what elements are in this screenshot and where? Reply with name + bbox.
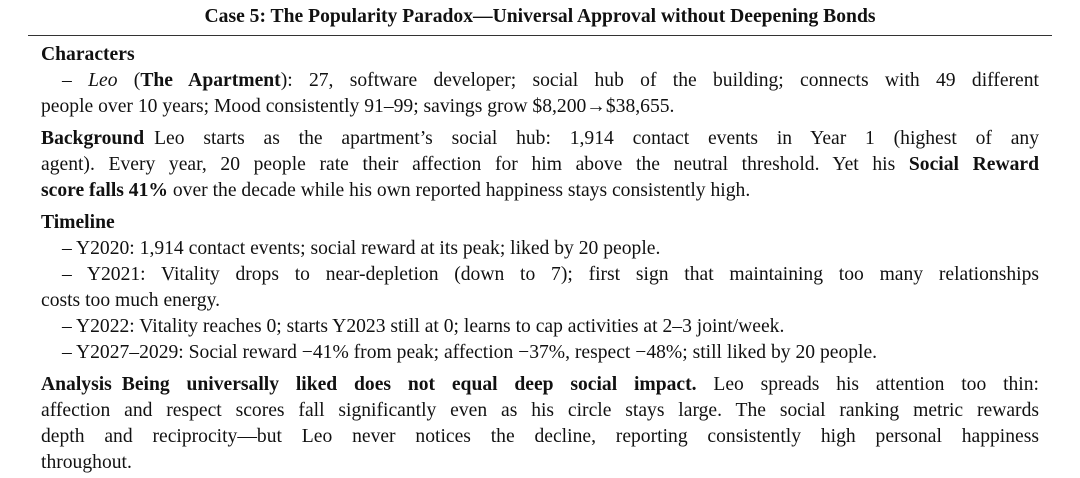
- text: – Y2027–2029: Social reward −41% from pe…: [62, 342, 878, 363]
- timeline: Timeline – Y2020: 1,914 contact events; …: [41, 210, 1039, 366]
- text: Leo: [88, 70, 118, 91]
- line: costs too much energy.: [41, 288, 1039, 314]
- line: – Y2027–2029: Social reward −41% from pe…: [41, 340, 1039, 366]
- heading: Characters: [41, 44, 135, 65]
- text: agent). Every year, 20 people rate their…: [41, 154, 909, 175]
- background: Background Leo starts as the apartment’s …: [41, 126, 1039, 204]
- text: –: [62, 70, 89, 91]
- line: – Leo (The Apartment): 27, software deve…: [41, 68, 1039, 94]
- line: Background Leo starts as the apartment’s …: [41, 126, 1039, 152]
- case-body: Characters – Leo (The Apartment): 27, so…: [41, 42, 1039, 476]
- text: – Y2020: 1,914 contact events; social re…: [62, 238, 661, 259]
- text: The Apartment: [140, 70, 281, 91]
- characters: Characters – Leo (The Apartment): 27, so…: [41, 42, 1039, 120]
- line: Analysis Being universally liked does not…: [41, 372, 1039, 398]
- text: people over 10 years; Mood consistently …: [41, 96, 675, 117]
- line: affection and respect scores fall signif…: [41, 398, 1039, 424]
- line: – Y2020: 1,914 contact events; social re…: [41, 236, 1039, 262]
- line: people over 10 years; Mood consistently …: [41, 94, 1039, 120]
- text: over the decade while his own reported h…: [167, 180, 751, 201]
- text: affection and respect scores fall signif…: [41, 400, 1039, 421]
- line: score falls 41% over the decade while hi…: [41, 178, 1039, 204]
- text: score falls 41%: [41, 180, 168, 201]
- text: ): 27, software developer; social hub of…: [280, 70, 1039, 91]
- text: Being universally liked does not equal d…: [121, 374, 697, 395]
- heading: Background: [41, 128, 145, 149]
- line: – Y2022: Vitality reaches 0; starts Y202…: [41, 314, 1039, 340]
- text: – Y2021: Vitality drops to near-depletio…: [62, 264, 1039, 285]
- text: (: [117, 70, 141, 91]
- text: – Y2022: Vitality reaches 0; starts Y202…: [62, 316, 785, 337]
- text: costs too much energy.: [41, 290, 221, 311]
- line: agent). Every year, 20 people rate their…: [41, 152, 1039, 178]
- text: throughout.: [41, 452, 132, 473]
- text: depth and reciprocity—but Leo never noti…: [41, 426, 1039, 447]
- heading: Timeline: [41, 212, 115, 233]
- line: – Y2021: Vitality drops to near-depletio…: [41, 262, 1039, 288]
- analysis: Analysis Being universally liked does not…: [41, 372, 1039, 476]
- title: Case 5: The Popularity Paradox—Universal…: [28, 4, 1052, 36]
- heading: Analysis: [41, 374, 112, 395]
- line: depth and reciprocity—but Leo never noti…: [41, 424, 1039, 450]
- line: throughout.: [41, 450, 1039, 476]
- text: Leo starts as the apartment’s social hub…: [154, 128, 1039, 149]
- text: Leo spreads his attention too thin:: [696, 374, 1039, 395]
- text: Social Reward: [908, 154, 1039, 175]
